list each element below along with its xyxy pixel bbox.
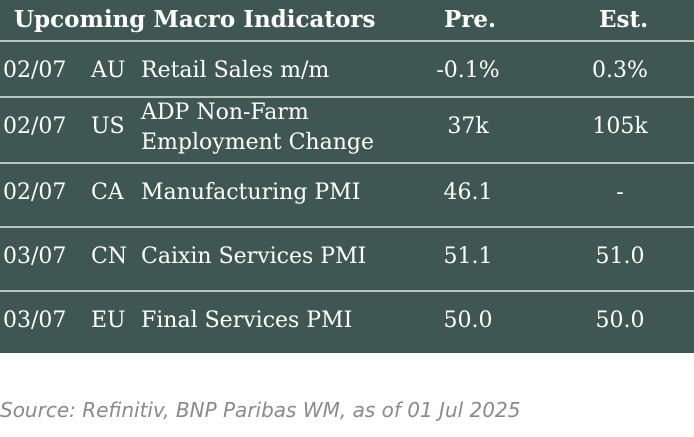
row-date: 03/07 — [3, 244, 67, 269]
table-row: 02/07 AU Retail Sales m/m -0.1% 0.3% — [0, 40, 694, 104]
column-header-est: Est. — [599, 6, 649, 33]
row-date: 02/07 — [3, 114, 67, 139]
row-previous: 37k — [447, 114, 489, 139]
table-header: Upcoming Macro Indicators Pre. Est. — [0, 0, 694, 40]
row-estimate: - — [616, 180, 624, 205]
row-estimate: 105k — [592, 114, 648, 139]
row-country: US — [91, 114, 125, 139]
table-row: 02/07 CA Manufacturing PMI 46.1 - — [0, 162, 694, 226]
table-title: Upcoming Macro Indicators — [14, 6, 376, 33]
row-estimate: 50.0 — [595, 308, 645, 333]
table-row: 03/07 EU Final Services PMI 50.0 50.0 — [0, 290, 694, 354]
row-previous: 50.0 — [443, 308, 493, 333]
row-indicator: Retail Sales m/m — [141, 58, 330, 83]
table-row: 03/07 CN Caixin Services PMI 51.1 51.0 — [0, 226, 694, 290]
row-estimate: 51.0 — [595, 244, 645, 269]
row-date: 03/07 — [3, 308, 67, 333]
row-date: 02/07 — [3, 58, 67, 83]
table-row: 02/07 US ADP Non-Farm Employment Change … — [0, 96, 694, 160]
row-country: EU — [91, 308, 126, 333]
row-indicator: Final Services PMI — [141, 308, 353, 333]
row-previous: 51.1 — [443, 244, 493, 269]
source-note: Source: Refinitiv, BNP Paribas WM, as of… — [0, 398, 521, 422]
row-indicator: Manufacturing PMI — [141, 180, 361, 205]
row-indicator: Caixin Services PMI — [141, 244, 367, 269]
row-country: AU — [91, 58, 126, 83]
macro-indicators-panel: Upcoming Macro Indicators Pre. Est. 02/0… — [0, 0, 694, 353]
column-header-pre: Pre. — [444, 6, 497, 33]
row-estimate: 0.3% — [592, 58, 648, 83]
row-indicator-line-1: ADP Non-Farm — [141, 100, 309, 125]
row-date: 02/07 — [3, 180, 67, 205]
row-previous: 46.1 — [443, 180, 493, 205]
row-country: CN — [91, 244, 128, 269]
row-previous: -0.1% — [436, 58, 500, 83]
row-country: CA — [91, 180, 124, 205]
row-indicator-line-2: Employment Change — [141, 130, 374, 155]
